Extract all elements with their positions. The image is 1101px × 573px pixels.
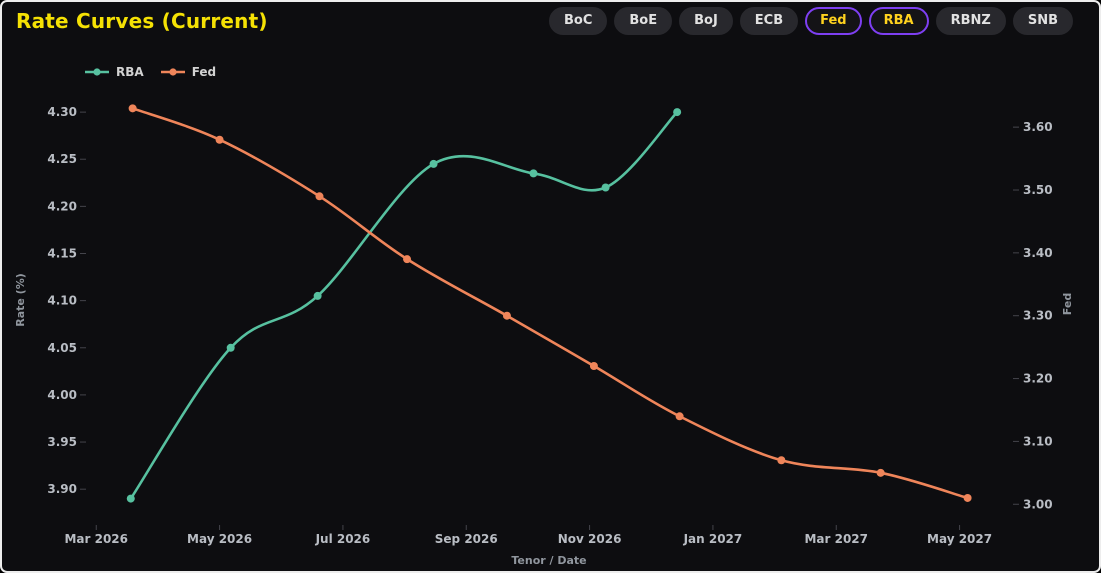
y-right-tick-label: 3.50 — [1023, 183, 1053, 197]
legend-marker-icon — [85, 68, 109, 76]
series-point-rba — [673, 108, 682, 117]
page-title: Rate Curves (Current) — [16, 9, 268, 33]
bank-button-fed[interactable]: Fed — [805, 7, 862, 35]
series-point-fed — [403, 255, 412, 264]
y-right-tick-label: 3.20 — [1023, 372, 1053, 386]
x-tick-label: Nov 2026 — [558, 532, 622, 546]
chart-header: Rate Curves (Current) BoC BoE BoJ ECB Fed RBA… — [2, 2, 1099, 42]
legend-marker-icon — [160, 68, 185, 76]
chart-legend: RBA Fed — [84, 65, 216, 79]
series-point-rba — [313, 291, 322, 300]
y-right-tick-label: 3.60 — [1023, 120, 1053, 134]
x-tick-label: Sep 2026 — [435, 532, 498, 546]
y-right-tick-label: 3.00 — [1023, 497, 1053, 511]
x-tick-label: Jan 2027 — [683, 532, 743, 546]
y-right-tick-label: 3.10 — [1023, 434, 1053, 448]
x-tick-label: Jul 2026 — [315, 532, 371, 546]
bank-toggle-group: BoC BoE BoJ ECB Fed RBA RBNZ SNB — [548, 7, 1073, 35]
series-point-fed — [502, 311, 511, 320]
bank-button-snb[interactable]: SNB — [1012, 7, 1073, 35]
series-point-fed — [215, 135, 224, 144]
y-left-tick-label: 3.90 — [47, 482, 77, 496]
series-point-fed — [128, 104, 137, 113]
series-point-rba — [126, 494, 135, 503]
x-tick-label: Mar 2027 — [804, 532, 868, 546]
y-left-tick-label: 4.20 — [47, 199, 77, 213]
series-point-rba — [226, 343, 235, 352]
series-point-rba — [429, 159, 438, 168]
y-left-tick-label: 4.30 — [47, 105, 77, 119]
y-left-tick-label: 4.25 — [47, 152, 77, 166]
legend-item-rba[interactable]: RBA — [84, 65, 144, 79]
series-point-fed — [675, 412, 684, 421]
y-left-axis-name: Rate (%) — [14, 273, 27, 327]
bank-button-rba[interactable]: RBA — [868, 7, 929, 35]
bank-button-ecb[interactable]: ECB — [739, 7, 799, 35]
x-tick-label: May 2026 — [187, 532, 252, 546]
y-right-tick-label: 3.30 — [1023, 309, 1053, 323]
bank-button-rbnz[interactable]: RBNZ — [935, 7, 1006, 35]
x-tick-label: Mar 2026 — [64, 532, 128, 546]
series-line-fed — [131, 107, 969, 500]
series-point-fed — [876, 468, 885, 477]
legend-label: RBA — [116, 65, 144, 79]
series-point-fed — [315, 192, 324, 201]
y-left-tick-label: 4.05 — [47, 341, 77, 355]
bank-button-boc[interactable]: BoC — [548, 7, 608, 35]
x-tick-label: May 2027 — [927, 532, 992, 546]
legend-item-fed[interactable]: Fed — [160, 65, 216, 79]
y-right-axis-name: Fed — [1061, 293, 1074, 315]
series-line-rba — [129, 110, 679, 500]
series-point-fed — [589, 361, 598, 370]
legend-label: Fed — [191, 65, 217, 79]
y-right-tick-label: 3.40 — [1023, 246, 1053, 260]
bank-button-boj[interactable]: BoJ — [679, 7, 733, 35]
y-left-tick-label: 4.10 — [47, 294, 77, 308]
y-left-tick-label: 3.95 — [47, 435, 77, 449]
bank-button-boe[interactable]: BoE — [614, 7, 673, 35]
y-left-tick-label: 4.00 — [47, 388, 77, 402]
series-point-fed — [963, 493, 972, 502]
series-point-rba — [601, 183, 610, 192]
x-axis-name: Tenor / Date — [511, 554, 586, 567]
series-point-fed — [777, 456, 786, 465]
series-point-rba — [529, 169, 538, 178]
y-left-tick-label: 4.15 — [47, 246, 77, 260]
